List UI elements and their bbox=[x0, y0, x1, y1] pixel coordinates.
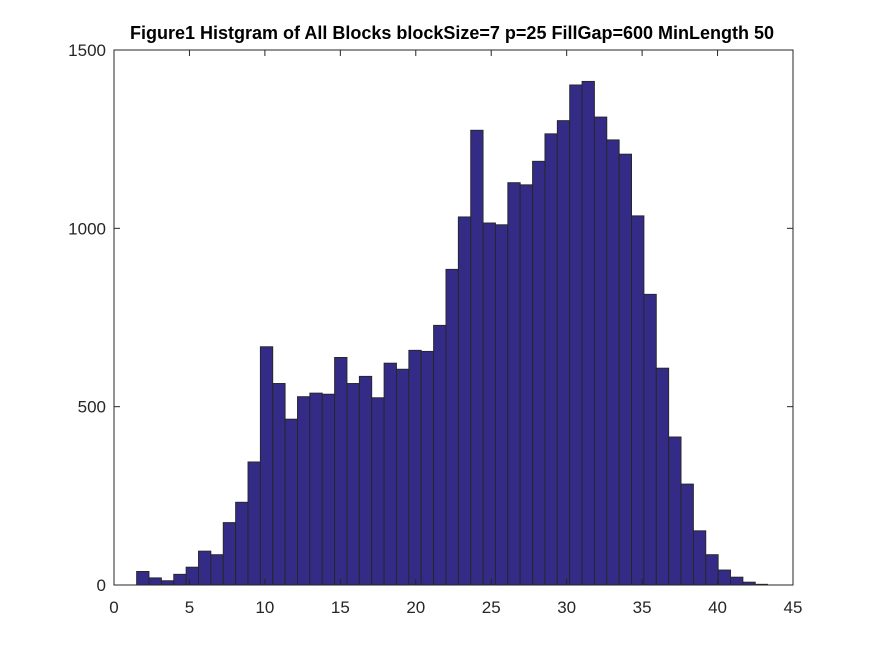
histogram-bar bbox=[420, 350, 435, 586]
x-tick-label: 35 bbox=[633, 598, 652, 617]
x-tick-label: 20 bbox=[406, 598, 425, 617]
histogram-bar bbox=[581, 80, 595, 586]
x-tick-label: 0 bbox=[109, 598, 118, 617]
histogram-bar bbox=[668, 436, 682, 586]
histogram-bar bbox=[259, 346, 274, 586]
histogram-bar bbox=[519, 184, 534, 586]
histogram-bar bbox=[272, 383, 286, 586]
histogram-bar bbox=[160, 580, 175, 586]
histogram-bar bbox=[185, 566, 199, 586]
histogram-bar bbox=[334, 357, 348, 586]
histogram-bar bbox=[556, 120, 571, 586]
histogram-bar bbox=[606, 139, 620, 586]
histogram-bar bbox=[396, 368, 410, 586]
histogram-bar bbox=[198, 550, 212, 586]
histogram-bar bbox=[210, 554, 224, 586]
histogram-bar bbox=[383, 362, 397, 586]
histogram-bar bbox=[235, 501, 249, 586]
histogram-bar bbox=[284, 418, 298, 586]
x-tick-label: 45 bbox=[784, 598, 803, 617]
histogram-bar bbox=[692, 530, 707, 586]
x-tick-label: 15 bbox=[331, 598, 350, 617]
histogram-bar bbox=[148, 577, 162, 586]
histogram-bar bbox=[371, 397, 385, 586]
y-tick-label: 1000 bbox=[68, 219, 106, 238]
histogram-bar bbox=[618, 153, 632, 586]
histogram-bar bbox=[309, 392, 323, 586]
histogram-bar bbox=[507, 182, 521, 586]
histogram-bar bbox=[643, 293, 657, 586]
histogram-bar bbox=[136, 571, 150, 586]
histogram-bar bbox=[532, 160, 546, 586]
histogram-bar bbox=[247, 461, 261, 586]
histogram-bar bbox=[358, 375, 373, 586]
y-tick-label: 0 bbox=[97, 576, 106, 595]
histogram-bar bbox=[680, 483, 694, 586]
histogram-bar bbox=[445, 268, 459, 586]
histogram-bar bbox=[717, 569, 731, 586]
y-tick-label: 1500 bbox=[68, 41, 106, 60]
histogram-bar bbox=[495, 224, 509, 586]
axes-box bbox=[113, 49, 794, 586]
histogram-bar bbox=[544, 133, 558, 586]
histogram-bar bbox=[593, 116, 608, 586]
histogram-bar bbox=[482, 222, 496, 586]
histogram-bar bbox=[346, 383, 360, 586]
x-tick-label: 30 bbox=[557, 598, 576, 617]
histogram-bar bbox=[173, 573, 187, 586]
histogram-bar bbox=[457, 216, 472, 586]
x-axis-ticks: 0 5 10 15 20 25 30 35 40 45 bbox=[109, 50, 802, 617]
histogram-bar bbox=[222, 522, 237, 586]
histogram-bar bbox=[297, 396, 311, 586]
chart-title: Figure1 Histgram of All Blocks blockSize… bbox=[130, 23, 774, 43]
histogram-bar bbox=[730, 576, 744, 586]
histogram-bar bbox=[631, 215, 645, 586]
histogram-bar bbox=[569, 84, 583, 586]
histogram-bar bbox=[321, 393, 336, 586]
histogram-bar bbox=[408, 349, 422, 586]
histogram-bar bbox=[470, 129, 484, 586]
x-tick-label: 40 bbox=[708, 598, 727, 617]
x-tick-label: 10 bbox=[255, 598, 274, 617]
x-tick-label: 5 bbox=[185, 598, 194, 617]
x-tick-label: 25 bbox=[482, 598, 501, 617]
y-axis-ticks: 0 500 1000 1500 bbox=[68, 41, 793, 595]
y-tick-label: 500 bbox=[78, 398, 106, 417]
histogram-bar bbox=[655, 367, 670, 586]
histogram-bar bbox=[433, 324, 447, 586]
bar-group bbox=[136, 80, 769, 586]
histogram-bar bbox=[705, 554, 719, 586]
